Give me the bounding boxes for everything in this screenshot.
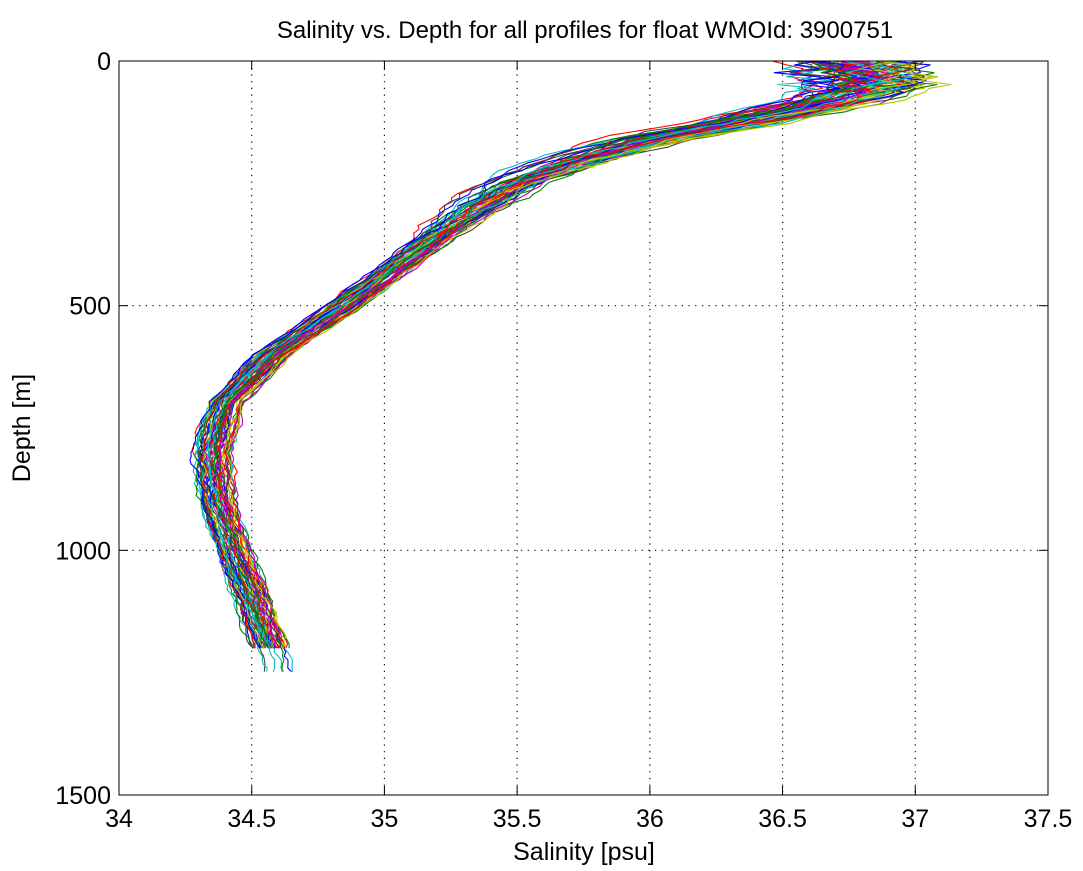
profile-line bbox=[215, 60, 874, 672]
profile-line bbox=[213, 60, 853, 649]
x-tick-label: 37 bbox=[901, 805, 929, 833]
y-tick-label: 500 bbox=[69, 293, 111, 321]
profile-line bbox=[226, 60, 952, 649]
profile-line bbox=[201, 60, 909, 649]
profile-line bbox=[212, 60, 925, 649]
x-tick-label: 37.5 bbox=[1024, 805, 1073, 833]
x-tick-label: 34 bbox=[105, 805, 133, 833]
profile-line bbox=[208, 60, 902, 649]
x-tick-label: 35 bbox=[371, 805, 399, 833]
profile-line bbox=[225, 60, 900, 649]
y-tick-label: 1000 bbox=[55, 537, 111, 565]
x-tick-label: 35.5 bbox=[493, 805, 542, 833]
profile-line bbox=[216, 60, 866, 649]
grid-lines bbox=[119, 61, 1048, 795]
profile-line bbox=[213, 60, 857, 649]
profile-line bbox=[207, 60, 901, 649]
profile-line bbox=[196, 60, 884, 649]
profile-line bbox=[225, 60, 874, 649]
profile-line bbox=[221, 60, 871, 649]
profile-line bbox=[208, 60, 923, 649]
profile-line bbox=[217, 60, 886, 673]
plot-frame bbox=[118, 60, 1049, 796]
profile-line bbox=[227, 60, 938, 649]
profile-line bbox=[211, 60, 918, 649]
profile-line bbox=[210, 60, 890, 649]
profile-line bbox=[227, 60, 854, 672]
profile-line bbox=[206, 60, 911, 649]
x-tick-label: 36.5 bbox=[758, 805, 807, 833]
x-tick-label: 36 bbox=[636, 805, 664, 833]
y-tick-label: 1500 bbox=[55, 782, 111, 810]
profile-line bbox=[203, 60, 868, 649]
y-tick-label: 0 bbox=[97, 48, 111, 76]
profile-line bbox=[208, 60, 902, 649]
profile-line bbox=[223, 60, 879, 649]
profile-line bbox=[201, 60, 899, 649]
profile-line bbox=[217, 60, 896, 649]
profile-line bbox=[195, 60, 870, 649]
profile-line bbox=[198, 60, 905, 649]
profile-line bbox=[228, 60, 908, 649]
profile-line bbox=[208, 60, 825, 649]
profile-line bbox=[197, 60, 833, 672]
profile-line bbox=[195, 60, 876, 649]
chart-title: Salinity vs. Depth for all profiles for … bbox=[277, 17, 893, 44]
profile-line bbox=[206, 60, 882, 672]
profile-line bbox=[217, 60, 879, 649]
profile-line bbox=[198, 60, 879, 649]
axis-ticks: 34 34.5 35 35.5 36 36.5 37 37.5 0 500 1000 1500 bbox=[55, 48, 1072, 833]
profile-line bbox=[199, 60, 858, 649]
profile-line bbox=[206, 60, 910, 649]
x-tick-label: 34.5 bbox=[227, 805, 276, 833]
x-axis-label: Salinity [psu] bbox=[513, 838, 655, 866]
profile-lines bbox=[189, 60, 952, 673]
y-axis-label: Depth [m] bbox=[8, 374, 36, 482]
profile-line bbox=[217, 60, 887, 649]
profile-line bbox=[213, 60, 864, 649]
profile-line bbox=[200, 60, 876, 649]
profile-line bbox=[202, 60, 852, 649]
profile-line bbox=[224, 60, 876, 649]
profile-line bbox=[201, 60, 875, 649]
profile-line bbox=[189, 60, 846, 649]
profile-line bbox=[215, 60, 892, 649]
profile-line bbox=[218, 60, 878, 649]
profile-line bbox=[203, 60, 920, 649]
profile-line bbox=[216, 60, 874, 649]
profile-line bbox=[197, 60, 839, 649]
profile-line bbox=[209, 60, 878, 649]
